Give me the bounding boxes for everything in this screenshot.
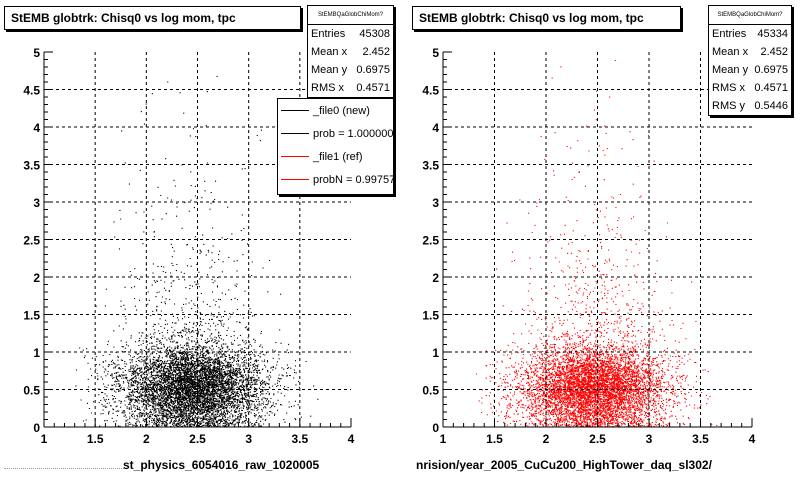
y-tick-label: 1 [33, 346, 40, 360]
x-tick-label: 4 [749, 432, 756, 446]
stats-row: Mean x 2.452 [709, 43, 791, 61]
stats-row: Mean y 0.6975 [308, 61, 393, 79]
stats-label: RMS y [712, 100, 745, 112]
left-point-cloud [75, 75, 319, 428]
stats-value: 45334 [757, 28, 788, 40]
y-tick-label: 4 [432, 121, 439, 135]
legend-entry: prob = 1.000000 [278, 122, 393, 145]
legend-swatch [281, 133, 309, 134]
stats-label: Mean x [311, 46, 348, 58]
scatter-points [476, 59, 718, 428]
stats-row: RMS y 0.5446 [709, 97, 791, 115]
y-tick-label: 1 [432, 346, 439, 360]
stats-row: Entries 45334 [709, 25, 791, 43]
y-tick-label: 3 [33, 196, 40, 210]
y-tick-label: 1.5 [422, 309, 439, 323]
stats-row: Mean y 0.6975 [709, 61, 791, 79]
x-tick-label: 3.5 [692, 432, 709, 446]
legend-label: _file0 (new) [313, 104, 370, 117]
y-tick-label: 0 [33, 421, 40, 435]
scatter-points [75, 75, 319, 428]
right-axes: 1 1.5 2 2.5 3 3.5 4 0 0.5 1 1.5 2 2.5 3 3.5 4 4.5 5 [422, 46, 755, 446]
y-tick-label: 3.5 [23, 159, 40, 173]
y-tick-label: 0.5 [23, 384, 40, 398]
y-tick-label: 1.5 [23, 309, 40, 323]
stats-label: RMS x [712, 82, 745, 94]
x-tick-label: 2 [143, 432, 150, 446]
left-stats-box: StEMBQaGlobChiMom? Entries 45308 Mean x 2.… [307, 5, 394, 98]
right-chart-title: StEMB globtrk: Chisq0 vs log mom, tpc [412, 6, 681, 30]
x-tick-label: 1.5 [87, 432, 104, 446]
left-axes: 1 1.5 2 2.5 3 3.5 4 0 0.5 1 1.5 2 2.5 3 3.5 4 4.5 5 [23, 46, 354, 446]
y-tick-label: 2.5 [422, 234, 439, 248]
y-tick-label: 2.5 [23, 234, 40, 248]
right-stats-header: StEMBQaGlobChiMom? [709, 6, 791, 25]
stats-value: 45308 [359, 28, 390, 40]
legend-label: _file1 (ref) [313, 150, 363, 163]
legend-swatch [281, 179, 309, 180]
y-tick-label: 0 [432, 421, 439, 435]
x-tick-label: 2.5 [589, 432, 606, 446]
y-tick-label: 4.5 [23, 84, 40, 98]
y-tick-label: 5 [33, 46, 40, 60]
legend-entry: probN = 0.997570 [278, 168, 393, 191]
y-tick-label: 3 [432, 196, 439, 210]
stats-value: 2.452 [760, 46, 788, 58]
legend-label: prob = 1.000000 [313, 127, 394, 140]
y-tick-label: 2 [432, 271, 439, 285]
stats-value: 0.5446 [754, 100, 788, 112]
legend-box: _file0 (new) prob = 1.000000 _file1 (ref… [277, 98, 394, 195]
stats-row: Entries 45308 [308, 25, 393, 43]
legend-swatch [281, 110, 309, 111]
legend-label: probN = 0.997570 [313, 173, 394, 186]
left-stats-header: StEMBQaGlobChiMom? [308, 6, 393, 25]
stats-label: Entries [311, 28, 346, 40]
x-tick-label: 3 [245, 432, 252, 446]
right-stats-box: StEMBQaGlobChiMom? Entries 45334 Mean x 2.… [708, 5, 792, 116]
left-scatter-plot: 1 1.5 2 2.5 3 3.5 4 0 0.5 1 1.5 2 2.5 3 3.5 4 4.5 5 [23, 46, 354, 446]
stats-value: 0.4571 [754, 82, 788, 94]
x-tick-label: 3.5 [291, 432, 308, 446]
y-tick-label: 0.5 [422, 384, 439, 398]
y-tick-label: 4 [33, 121, 40, 135]
stats-label: Mean y [311, 64, 348, 76]
x-tick-label: 1.5 [486, 432, 503, 446]
left-chart-panel: 1 1.5 2 2.5 3 3.5 4 0 0.5 1 1.5 2 2.5 3 3.5 4 4.5 5 StEMB… [4, 5, 394, 472]
footer-divider [4, 468, 124, 469]
stats-label: RMS x [311, 82, 344, 94]
y-tick-label: 4.5 [422, 84, 439, 98]
stats-value: 0.6975 [754, 64, 788, 76]
x-tick-label: 1 [41, 432, 48, 446]
stats-value: 0.4571 [356, 82, 390, 94]
stats-label: Mean x [712, 46, 749, 58]
x-tick-label: 2.5 [189, 432, 206, 446]
stats-value: 0.6975 [356, 64, 390, 76]
left-grid [44, 52, 351, 427]
stats-row: RMS x 0.4571 [308, 79, 393, 97]
legend-swatch [281, 156, 309, 157]
stats-label: Entries [712, 28, 747, 40]
left-x-axis-title: st_physics_6054016_raw_1020005 [123, 458, 320, 472]
x-tick-label: 4 [348, 432, 355, 446]
x-tick-label: 2 [543, 432, 550, 446]
legend-entry: _file0 (new) [278, 99, 393, 122]
y-tick-label: 2 [33, 271, 40, 285]
right-x-axis-title: nrision/year_2005_CuCu200_HighTower_daq_… [416, 458, 712, 472]
y-tick-label: 5 [432, 46, 439, 60]
right-scatter-plot: 1 1.5 2 2.5 3 3.5 4 0 0.5 1 1.5 2 2.5 3 3.5 4 4.5 5 [422, 46, 755, 446]
right-chart-panel: 1 1.5 2 2.5 3 3.5 4 0 0.5 1 1.5 2 2.5 3 3.5 4 4.5 5 StEMB… [400, 0, 800, 480]
stats-label: Mean y [712, 64, 749, 76]
legend-entry: _file1 (ref) [278, 145, 393, 168]
stats-row: RMS x 0.4571 [709, 79, 791, 97]
x-tick-label: 3 [646, 432, 653, 446]
stats-row: Mean x 2.452 [308, 43, 393, 61]
right-point-cloud [476, 59, 718, 428]
left-chart-title: StEMB globtrk: Chisq0 vs log mom, tpc [4, 6, 301, 30]
x-tick-label: 1 [440, 432, 447, 446]
y-tick-label: 3.5 [422, 159, 439, 173]
right-grid [443, 52, 752, 427]
stats-value: 2.452 [362, 46, 390, 58]
